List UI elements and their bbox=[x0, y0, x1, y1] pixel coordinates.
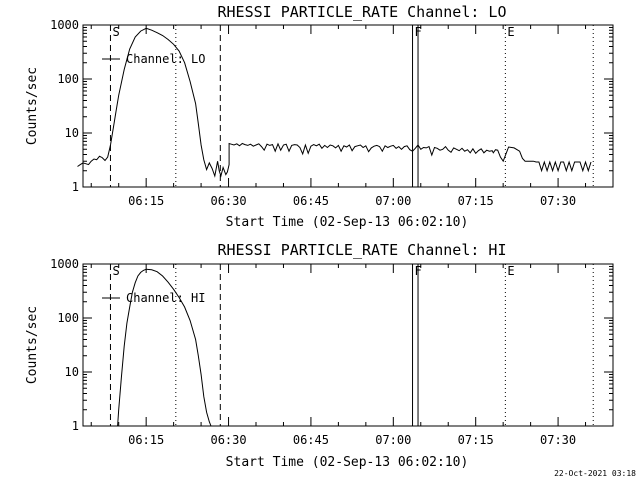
marker-label-lo-E: E bbox=[507, 25, 514, 39]
panel-hi-xlabel: Start Time (02-Sep-13 06:02:10) bbox=[226, 455, 469, 470]
footer-timestamp: 22-Oct-2021 03:18 bbox=[554, 469, 636, 478]
panel-lo-title: RHESSI PARTICLE_RATE Channel: LO bbox=[218, 3, 507, 21]
marker-label-lo-S: S bbox=[112, 25, 119, 39]
ytick-label-lo: 10 bbox=[65, 126, 79, 140]
xtick-label-lo: 06:30 bbox=[210, 194, 246, 208]
ytick-label-lo: 1000 bbox=[50, 18, 79, 32]
marker-label-hi-S: S bbox=[112, 264, 119, 278]
ytick-label-hi: 100 bbox=[57, 311, 79, 325]
panel-lo-xlabel: Start Time (02-Sep-13 06:02:10) bbox=[226, 215, 469, 230]
series-line-lo bbox=[77, 27, 592, 178]
xtick-label-hi: 07:15 bbox=[458, 433, 494, 447]
panel-lo-ylabel: Counts/sec bbox=[25, 67, 40, 145]
ytick-label-hi: 1 bbox=[72, 419, 79, 433]
ytick-label-hi: 10 bbox=[65, 365, 79, 379]
legend-label-hi: Channel: HI bbox=[126, 291, 205, 305]
panel-hi-title: RHESSI PARTICLE_RATE Channel: HI bbox=[218, 241, 507, 259]
xtick-label-hi: 07:30 bbox=[540, 433, 576, 447]
xtick-label-hi: 06:15 bbox=[128, 433, 164, 447]
panel-hi-ylabel: Counts/sec bbox=[25, 306, 40, 384]
xtick-label-hi: 06:45 bbox=[293, 433, 329, 447]
panel-lo-frame bbox=[82, 24, 614, 188]
panel-hi-legend: Channel: HI bbox=[102, 291, 205, 305]
ytick-label-lo: 1 bbox=[72, 180, 79, 194]
legend-label-lo: Channel: LO bbox=[126, 52, 205, 66]
xtick-label-hi: 06:30 bbox=[210, 433, 246, 447]
xtick-label-lo: 07:30 bbox=[540, 194, 576, 208]
panel-lo: RHESSI PARTICLE_RATE Channel: LO SFE 110… bbox=[25, 3, 614, 230]
xtick-label-lo: 06:15 bbox=[128, 194, 164, 208]
panel-hi: RHESSI PARTICLE_RATE Channel: HI SFE 110… bbox=[25, 241, 614, 470]
series-line-hi bbox=[117, 268, 212, 427]
panel-lo-legend: Channel: LO bbox=[102, 52, 205, 66]
marker-label-hi-E: E bbox=[507, 264, 514, 278]
xtick-label-lo: 07:15 bbox=[458, 194, 494, 208]
xtick-label-hi: 07:00 bbox=[375, 433, 411, 447]
panel-hi-frame bbox=[82, 263, 614, 427]
ytick-label-hi: 1000 bbox=[50, 257, 79, 271]
xtick-label-lo: 07:00 bbox=[375, 194, 411, 208]
xtick-label-lo: 06:45 bbox=[293, 194, 329, 208]
ytick-label-lo: 100 bbox=[57, 72, 79, 86]
